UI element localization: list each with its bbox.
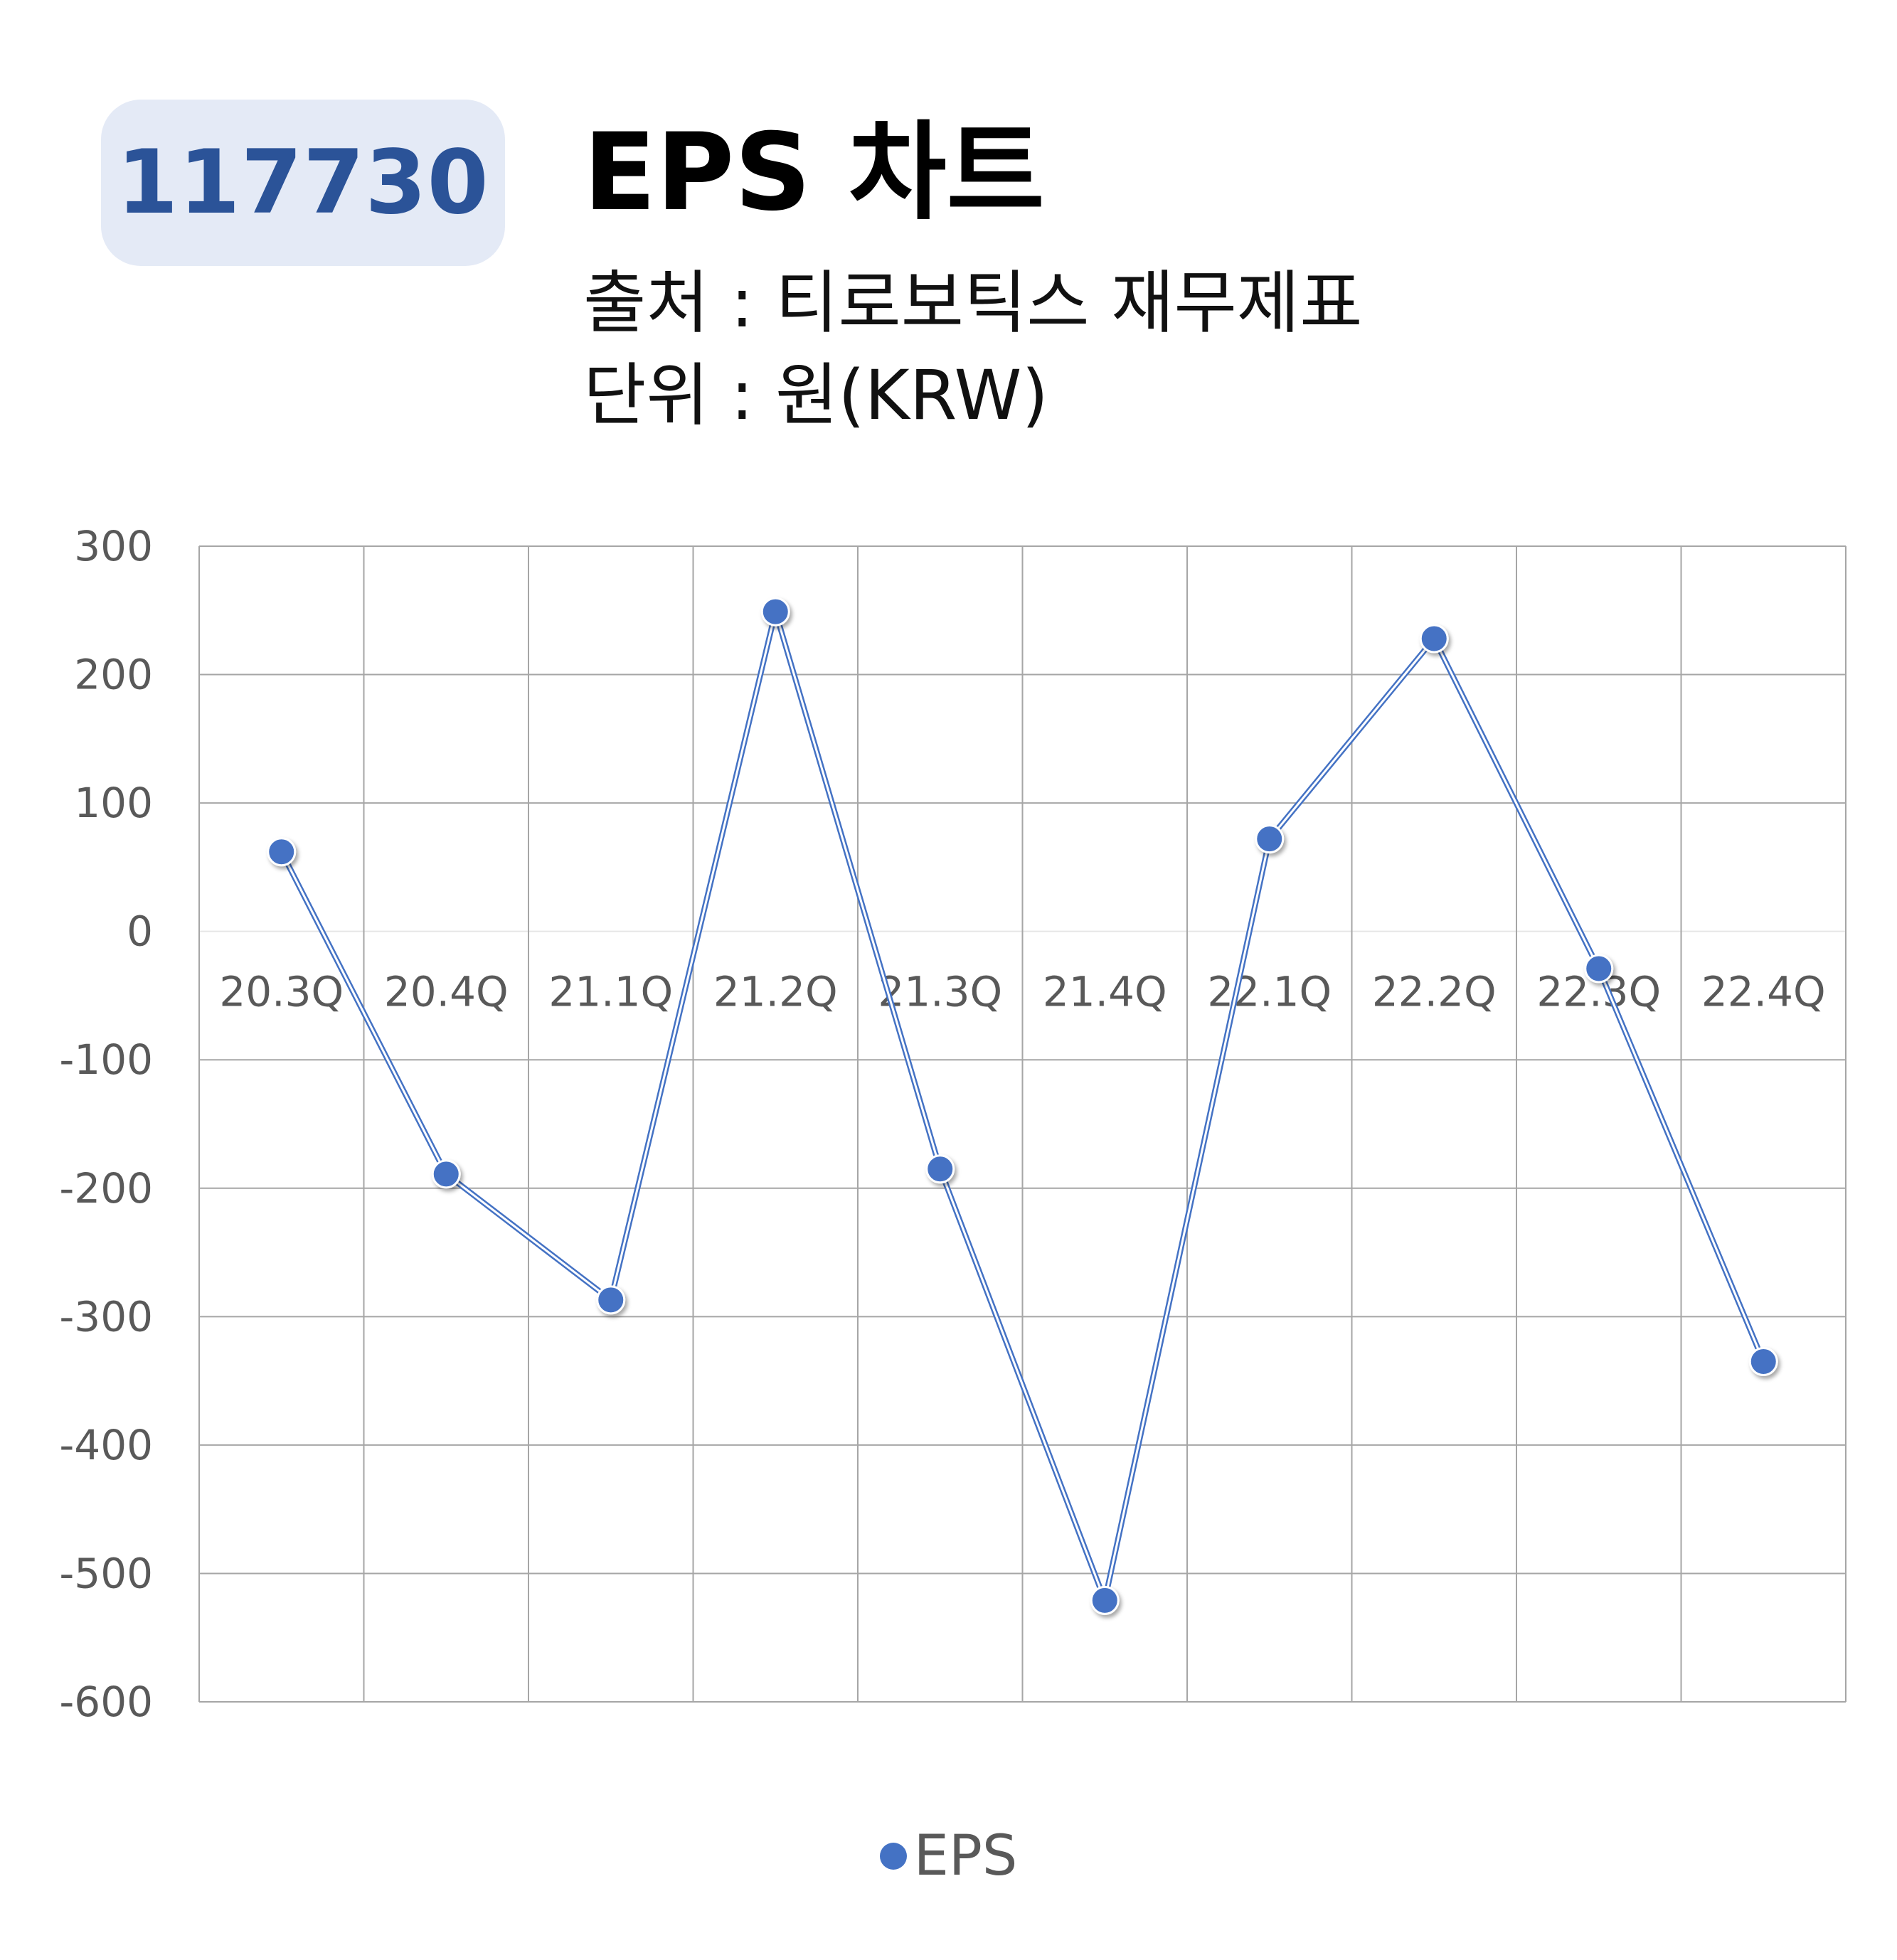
x-tick-label: 22.2Q [1372, 968, 1497, 1016]
y-tick-label: -100 [59, 1035, 153, 1084]
y-tick-label: 0 [127, 907, 153, 956]
chart-title: EPS 차트 [583, 111, 1045, 235]
eps-data-point [267, 837, 297, 867]
eps-data-point [1419, 624, 1449, 654]
y-tick-label: 300 [74, 522, 153, 570]
y-tick-label: -200 [59, 1164, 153, 1213]
y-tick-label: 100 [74, 779, 153, 827]
eps-data-point [1584, 954, 1614, 984]
eps-data-point [760, 597, 790, 627]
y-axis-ticks: 300 200 100 0 -100 -200 -300 -400 -500 -600 [59, 522, 153, 1726]
eps-data-point [925, 1154, 955, 1184]
eps-data-point [431, 1159, 461, 1189]
chart-legend: EPS [0, 1824, 1897, 1888]
x-tick-label: 21.3Q [878, 968, 1002, 1016]
eps-data-point [1255, 824, 1285, 854]
x-tick-label: 21.2Q [713, 968, 838, 1016]
source-text: 출처 : 티로보틱스 재무제표 [583, 263, 1363, 343]
y-tick-label: -400 [59, 1421, 153, 1469]
eps-data-point [1090, 1585, 1120, 1615]
ticker-badge: 117730 [101, 100, 505, 266]
y-tick-label: -500 [59, 1549, 153, 1597]
eps-series [267, 597, 1778, 1615]
legend-label-eps: EPS [913, 1824, 1018, 1888]
y-tick-label: -600 [59, 1678, 153, 1726]
unit-text: 단위 : 원(KRW) [583, 356, 1048, 435]
x-tick-label: 20.3Q [219, 968, 344, 1016]
y-tick-label: 200 [74, 651, 153, 699]
legend-marker-eps [879, 1843, 907, 1870]
x-tick-label: 21.4Q [1043, 968, 1167, 1016]
x-tick-label: 21.1Q [548, 968, 673, 1016]
eps-line-highlight [280, 610, 1765, 1602]
x-tick-label: 22.1Q [1207, 968, 1332, 1016]
x-tick-label: 20.4Q [384, 968, 509, 1016]
eps-data-point [1748, 1347, 1778, 1377]
eps-line-chart: 300 200 100 0 -100 -200 -300 -400 -500 -600 20.3Q… [59, 522, 1846, 1726]
x-tick-label: 22.4Q [1701, 968, 1826, 1016]
eps-data-point [596, 1285, 626, 1315]
chart-grid [198, 545, 1846, 1703]
y-tick-label: -300 [59, 1292, 153, 1341]
